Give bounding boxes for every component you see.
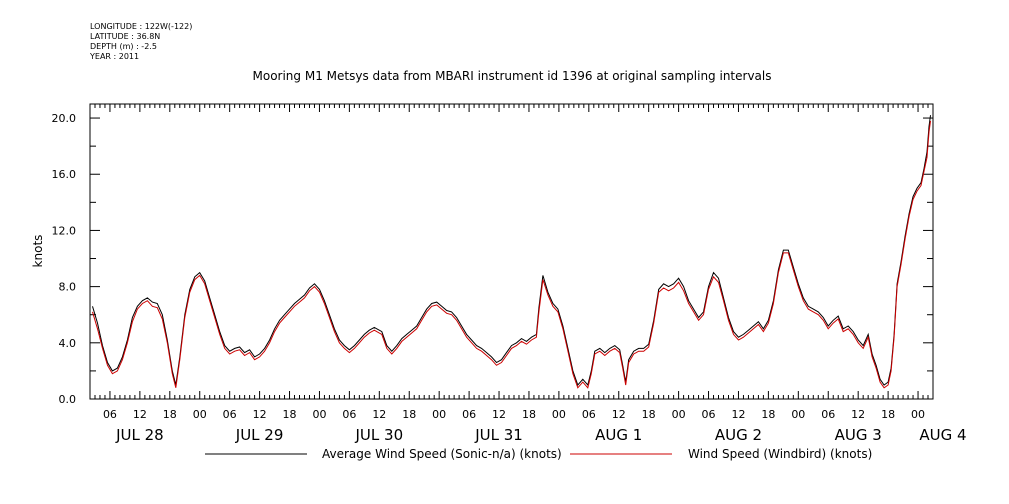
x-hour-label: 00 [193, 408, 207, 421]
x-hour-label: 18 [163, 408, 177, 421]
x-hour-label: 00 [312, 408, 326, 421]
legend: Average Wind Speed (Sonic-n/a) (knots) W… [205, 447, 872, 461]
x-day-label: AUG 1 [595, 426, 642, 444]
x-day-label: JUL 28 [115, 426, 164, 444]
x-hour-label: 00 [552, 408, 566, 421]
x-hour-label: 18 [402, 408, 416, 421]
axis-ticks [89, 104, 934, 400]
x-day-label: JUL 31 [474, 426, 523, 444]
legend-label-windbird: Wind Speed (Windbird) (knots) [688, 447, 872, 461]
y-tick-labels: 0.0 4.0 8.0 12.0 16.0 20.0 [52, 112, 77, 406]
x-day-labels: JUL 28 JUL 29 JUL 30 JUL 31 AUG 1 AUG 2 AUG 3 A… [115, 426, 967, 444]
y-tick-label: 4.0 [59, 337, 77, 350]
x-hour-label: 06 [582, 408, 596, 421]
x-hour-label: 12 [372, 408, 386, 421]
y-tick-label: 0.0 [59, 393, 77, 406]
x-hour-label: 06 [342, 408, 356, 421]
y-tick-label: 20.0 [52, 112, 77, 125]
y-tick-label: 8.0 [59, 281, 77, 294]
x-hour-label: 06 [103, 408, 117, 421]
x-day-label: AUG 3 [835, 426, 882, 444]
x-hour-label: 12 [133, 408, 147, 421]
x-hour-label: 00 [791, 408, 805, 421]
y-tick-label: 12.0 [52, 224, 77, 237]
data-series [92, 115, 931, 389]
x-day-label: AUG 2 [715, 426, 762, 444]
x-hour-label: 18 [761, 408, 775, 421]
chart-title: Mooring M1 Metsys data from MBARI instru… [253, 69, 772, 83]
x-hour-label: 12 [492, 408, 506, 421]
x-hour-label: 18 [881, 408, 895, 421]
x-hour-label: 06 [702, 408, 716, 421]
series-line-0 [92, 115, 931, 387]
metadata-block: LONGITUDE : 122W(-122) LATITUDE : 36.8N … [90, 22, 192, 62]
latitude-text: LATITUDE : 36.8N [90, 32, 161, 41]
x-hour-label: 18 [522, 408, 536, 421]
y-tick-label: 16.0 [52, 168, 77, 181]
x-hour-label: 06 [821, 408, 835, 421]
y-axis-label: knots [31, 235, 45, 268]
x-day-label: JUL 30 [355, 426, 404, 444]
x-hour-label: 00 [911, 408, 925, 421]
series-line-1 [92, 120, 931, 389]
x-hour-label: 00 [672, 408, 686, 421]
x-day-label: JUL 29 [235, 426, 284, 444]
x-hour-label: 18 [283, 408, 297, 421]
x-hour-label: 18 [642, 408, 656, 421]
x-day-label: AUG 4 [919, 426, 966, 444]
longitude-text: LONGITUDE : 122W(-122) [90, 22, 193, 31]
depth-text: DEPTH (m) : -2.5 [90, 42, 157, 51]
x-hour-label: 12 [253, 408, 267, 421]
year-text: YEAR : 2011 [90, 52, 140, 61]
x-hour-label: 06 [462, 408, 476, 421]
x-hour-label: 12 [851, 408, 865, 421]
x-hour-label: 00 [432, 408, 446, 421]
x-hour-label: 12 [731, 408, 745, 421]
x-hour-label: 06 [223, 408, 237, 421]
legend-label-sonic: Average Wind Speed (Sonic-n/a) (knots) [322, 447, 562, 461]
plot-frame [89, 103, 934, 400]
x-hour-label: 12 [612, 408, 626, 421]
x-hour-tick-labels: 06 12 18 00 06 12 18 00 06 12 18 00 06 12 18 00 06 12 18 00… [103, 408, 925, 421]
